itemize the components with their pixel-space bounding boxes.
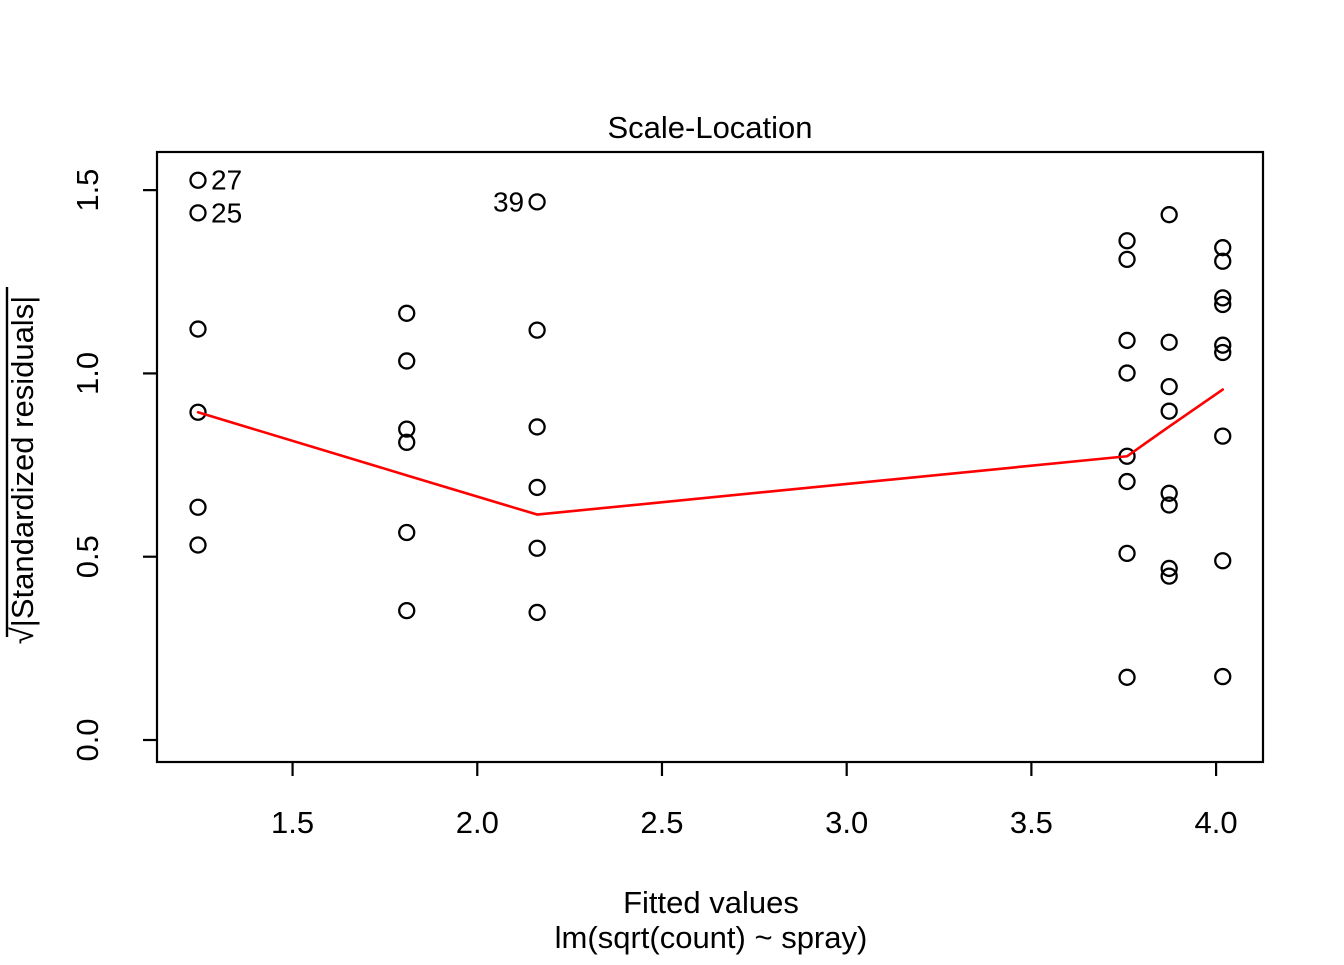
- data-point: [1214, 289, 1232, 307]
- data-point: [1118, 232, 1136, 250]
- y-axis-ticks: 0.0 0.5 1.0 1.5: [70, 169, 157, 762]
- y-tick-label: 0.5: [70, 535, 105, 578]
- data-point: [398, 420, 416, 438]
- data-point: [1214, 252, 1232, 270]
- data-point: [1118, 544, 1136, 563]
- data-point: [528, 478, 546, 497]
- x-axis-ticks: 1.5 2.0 2.5 3.0 3.5 4.0: [271, 762, 1238, 840]
- point-label: 25: [211, 197, 242, 228]
- data-point: [1160, 559, 1178, 578]
- data-point: [1214, 667, 1232, 686]
- data-point: [1118, 668, 1136, 686]
- data-points: [189, 171, 1232, 686]
- y-axis-label-radical: √: [5, 627, 40, 644]
- data-point: [1214, 427, 1232, 445]
- x-tick-label: 2.0: [456, 805, 499, 840]
- data-point: [189, 403, 207, 421]
- data-point: [189, 536, 207, 554]
- smoother-group: [196, 388, 1225, 516]
- point-label: 39: [493, 186, 524, 217]
- data-point: [1118, 472, 1136, 491]
- data-point: [189, 204, 207, 222]
- data-point: [1118, 364, 1136, 382]
- y-tick-label: 1.5: [70, 169, 105, 212]
- y-axis-label-body: |Standardized residuals|: [5, 296, 40, 627]
- point-label: 27: [211, 165, 242, 196]
- y-tick-label: 0.0: [70, 718, 105, 761]
- data-point: [528, 418, 546, 436]
- data-point: [1214, 336, 1232, 354]
- smoother-line: [196, 388, 1225, 516]
- plot-box: [155, 150, 1265, 764]
- data-point: [398, 523, 416, 542]
- data-point: [1160, 567, 1178, 585]
- y-tick-label: 1.0: [70, 352, 105, 395]
- chart-title: Scale-Location: [607, 110, 812, 145]
- data-point: [528, 321, 546, 339]
- x-tick-label: 2.5: [640, 805, 683, 840]
- data-point: [1118, 331, 1136, 350]
- y-axis-label-group: √|Standardized residuals|: [5, 287, 40, 644]
- data-point: [528, 603, 546, 622]
- data-point: [398, 304, 416, 322]
- data-point: [1214, 239, 1232, 257]
- data-point: [1160, 496, 1178, 514]
- data-point: [1160, 402, 1178, 420]
- data-point: [1118, 250, 1136, 269]
- data-point: [398, 352, 416, 370]
- data-point: [189, 171, 207, 189]
- data-point: [528, 193, 546, 211]
- x-axis-sublabel: lm(sqrt(count) ~ spray): [555, 920, 868, 955]
- data-point: [398, 601, 416, 620]
- x-axis-label: Fitted values: [623, 885, 799, 920]
- y-axis-label: √|Standardized residuals|: [5, 296, 40, 644]
- x-tick-label: 3.5: [1010, 805, 1053, 840]
- x-tick-label: 1.5: [271, 805, 314, 840]
- x-tick-label: 3.0: [825, 805, 868, 840]
- data-point: [189, 498, 207, 516]
- data-point: [398, 433, 416, 451]
- data-point: [1160, 484, 1178, 502]
- data-point: [1214, 295, 1232, 314]
- data-point: [1214, 343, 1232, 362]
- data-point: [528, 539, 546, 557]
- data-point: [1160, 206, 1178, 224]
- data-point: [1160, 333, 1178, 351]
- data-point: [189, 320, 207, 338]
- data-point: [1160, 377, 1178, 396]
- data-point: [1214, 552, 1232, 570]
- x-tick-label: 4.0: [1195, 805, 1238, 840]
